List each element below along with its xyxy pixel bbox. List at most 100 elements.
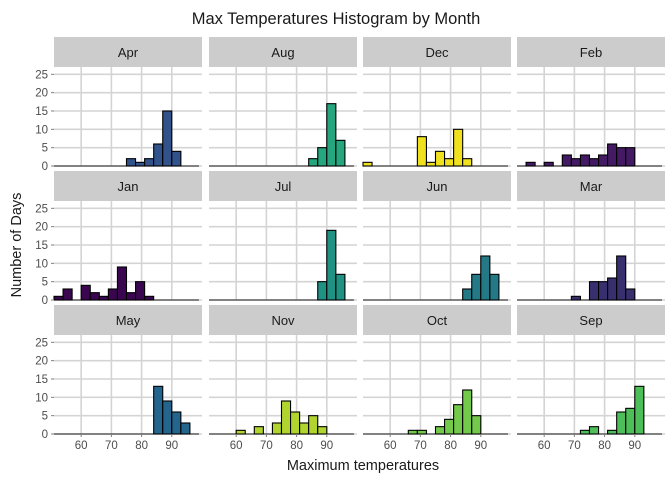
histogram-bar — [616, 147, 627, 167]
histogram-bar — [335, 139, 346, 167]
panel-may: May 0 5 10 15 20 25 60 70 80 90 — [35, 305, 202, 452]
histogram-bar — [434, 150, 446, 167]
facet-label: Jan — [118, 179, 139, 194]
histogram-bar — [570, 158, 581, 167]
y-tick-label: 20 — [35, 222, 48, 234]
histogram-bar — [162, 110, 173, 167]
x-tick-label: 80 — [290, 440, 303, 452]
y-tick-label: 20 — [35, 356, 48, 368]
histogram-bar — [425, 161, 437, 167]
histogram-bar — [489, 273, 500, 301]
x-tick-label: 70 — [414, 440, 427, 452]
x-tick-label: 80 — [135, 440, 148, 452]
panel-feb: Feb — [517, 37, 665, 167]
x-tick-label: 60 — [230, 440, 243, 452]
facet-strip — [209, 305, 357, 335]
facet-strip — [517, 305, 665, 335]
histogram-bar — [625, 147, 636, 167]
y-tick-label: 5 — [42, 277, 48, 289]
y-tick-label: 20 — [35, 88, 48, 100]
histogram-bar — [235, 429, 246, 435]
histogram-bar — [616, 411, 627, 435]
y-axis-title: Number of Days — [9, 193, 25, 298]
facet-strip — [54, 171, 202, 201]
histogram-bar — [579, 154, 591, 167]
histogram-bar — [598, 281, 609, 301]
histogram-bar — [462, 288, 473, 301]
histogram-bar — [153, 385, 164, 435]
histogram-bar — [625, 288, 636, 301]
histogram-bar — [598, 154, 609, 167]
x-tick-label: 80 — [598, 440, 611, 452]
panel-jan: Jan 0 5 10 15 20 25 — [35, 171, 202, 307]
facet-label: May — [116, 313, 141, 328]
histogram-bar — [253, 426, 264, 435]
y-tick-label: 15 — [35, 240, 48, 252]
histogram-bar — [407, 429, 418, 435]
histogram-bar — [579, 429, 591, 435]
facet-strip — [209, 171, 357, 201]
histogram-bar — [588, 158, 600, 167]
panel-apr: Apr 0 5 10 15 20 25 — [35, 37, 202, 173]
x-tick-label: 70 — [260, 440, 273, 452]
histogram-bar — [62, 288, 73, 301]
facet-strip — [517, 171, 665, 201]
facet-label: Jul — [275, 179, 292, 194]
histogram-bar — [135, 281, 146, 301]
histogram-bar — [53, 295, 64, 301]
panel-oct: Oct 60 70 80 90 — [363, 305, 511, 452]
facet-strip — [517, 37, 665, 67]
histogram-bar — [444, 418, 455, 435]
histogram-bar — [416, 136, 427, 167]
histogram-bar — [543, 161, 554, 167]
histogram-bar — [607, 429, 618, 435]
histogram-bar — [144, 158, 155, 167]
x-tick-label: 90 — [628, 440, 641, 452]
histogram-bar — [607, 143, 618, 167]
y-tick-label: 15 — [35, 374, 48, 386]
y-tick-label: 5 — [42, 143, 48, 155]
histogram-bar — [471, 273, 482, 301]
histogram-bar — [144, 295, 155, 301]
y-tick-label: 10 — [35, 392, 48, 404]
histogram-bar — [98, 295, 109, 301]
histogram-bar — [525, 161, 536, 167]
histogram-bar — [561, 154, 572, 167]
facet-label: Mar — [580, 179, 603, 194]
facet-label: Sep — [579, 313, 602, 328]
histogram-bar — [171, 411, 182, 435]
histogram-bar — [588, 281, 600, 301]
histogram-bar — [480, 255, 491, 301]
x-tick-label: 90 — [320, 440, 333, 452]
histogram-bar — [634, 385, 645, 435]
histogram-bar — [271, 422, 283, 435]
facet-label: Apr — [118, 45, 139, 60]
histogram-bar — [317, 426, 328, 435]
x-axis-title: Maximum temperatures — [287, 458, 439, 474]
panel-mar: Mar — [517, 171, 665, 301]
x-tick-label: 70 — [105, 440, 118, 452]
x-tick-label: 80 — [444, 440, 457, 452]
histogram-bar — [625, 407, 636, 435]
facet-strip — [209, 37, 357, 67]
histogram-bar — [317, 147, 328, 167]
facet-strip — [363, 171, 511, 201]
histogram-bar — [416, 429, 427, 435]
histogram-bar — [308, 415, 319, 435]
histogram-bar — [280, 400, 292, 435]
panel-sep: Sep 60 70 80 90 — [517, 305, 665, 452]
y-tick-label: 0 — [42, 161, 48, 173]
histogram-bar — [125, 158, 137, 167]
y-tick-label: 25 — [35, 203, 48, 215]
histogram-bar — [107, 288, 118, 301]
histogram-bar — [434, 426, 446, 435]
x-tick-label: 70 — [568, 440, 581, 452]
histogram-bar — [335, 273, 346, 301]
histogram-bar — [462, 389, 473, 435]
chart-title: Max Temperatures Histogram by Month — [192, 10, 481, 28]
facet-strip — [54, 305, 202, 335]
facet-label: Dec — [425, 45, 449, 60]
y-tick-label: 5 — [42, 411, 48, 423]
x-tick-label: 60 — [75, 440, 88, 452]
